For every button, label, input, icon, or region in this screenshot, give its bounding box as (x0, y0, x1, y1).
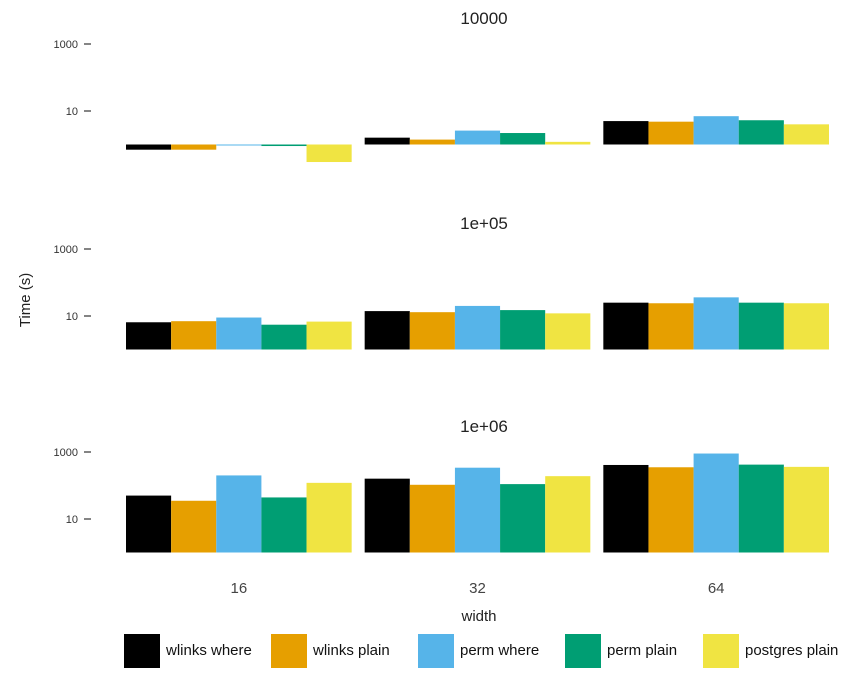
bar-perm-plain-16 (261, 324, 307, 350)
y-tick-label: 10 (66, 311, 78, 323)
bar-wlinks-plain-16 (171, 144, 217, 150)
bar-perm-where-16 (216, 317, 262, 350)
panel-title: 10000 (460, 9, 507, 28)
legend-label: perm plain (607, 642, 677, 659)
legend-item: perm where (418, 634, 539, 668)
legend-swatch (565, 634, 601, 668)
legend-label: wlinks plain (312, 642, 390, 659)
legend-item: postgres plain (703, 634, 838, 668)
y-tick-label: 1000 (54, 447, 78, 459)
bar-perm-where-16 (216, 475, 262, 553)
bar-wlinks-where-16 (126, 495, 172, 553)
legend-swatch (271, 634, 307, 668)
bar-postgres-plain-16 (306, 321, 352, 350)
legend-item: perm plain (565, 634, 677, 668)
panel-3: 1e+06 10 1000 (54, 417, 829, 553)
bar-postgres-plain-64 (783, 124, 829, 145)
bar-wlinks-plain-64 (648, 121, 694, 145)
y-tick-label: 10 (66, 514, 78, 526)
bar-wlinks-where-64 (603, 121, 649, 145)
panel-title: 1e+05 (460, 214, 508, 233)
legend-swatch (124, 634, 160, 668)
y-axis-title: Time (s) (17, 273, 34, 327)
panel-2: 1e+05 10 1000 (54, 214, 829, 350)
bar-postgres-plain-16 (306, 144, 352, 163)
panel-1: 10000 10 1000 (54, 9, 829, 163)
legend-swatch (418, 634, 454, 668)
bar-postgres-plain-64 (783, 303, 829, 350)
x-axis-title: width (460, 608, 496, 625)
bar-wlinks-where-32 (364, 478, 410, 553)
legend-label: wlinks where (165, 642, 252, 659)
bar-perm-plain-32 (500, 133, 546, 145)
bar-wlinks-where-16 (126, 144, 172, 150)
x-tick-label: 64 (708, 580, 725, 597)
bar-wlinks-where-64 (603, 302, 649, 350)
bar-wlinks-plain-64 (648, 303, 694, 350)
bar-perm-plain-64 (738, 464, 784, 553)
legend-item: wlinks where (124, 634, 252, 668)
bar-wlinks-plain-32 (409, 139, 455, 145)
bar-perm-plain-64 (738, 302, 784, 350)
bar-postgres-plain-32 (545, 476, 591, 553)
bar-wlinks-where-32 (364, 137, 410, 145)
bar-perm-where-64 (693, 297, 739, 350)
bar-postgres-plain-16 (306, 482, 352, 553)
bar-perm-plain-32 (500, 484, 546, 553)
bar-perm-plain-16 (261, 144, 307, 147)
bar-wlinks-where-16 (126, 322, 172, 350)
bar-perm-where-64 (693, 453, 739, 553)
x-tick-label: 32 (469, 580, 486, 597)
bar-wlinks-where-64 (603, 464, 649, 553)
panel-title: 1e+06 (460, 417, 508, 436)
bar-postgres-plain-64 (783, 466, 829, 553)
y-tick-label: 10 (66, 106, 78, 118)
bar-perm-plain-16 (261, 497, 307, 553)
x-tick-label: 16 (230, 580, 247, 597)
legend-label: postgres plain (745, 642, 838, 659)
bar-wlinks-plain-32 (409, 484, 455, 553)
bar-perm-plain-32 (500, 310, 546, 350)
bar-wlinks-where-32 (364, 311, 410, 350)
bar-wlinks-plain-16 (171, 500, 217, 553)
bar-perm-where-64 (693, 116, 739, 145)
bar-wlinks-plain-16 (171, 321, 217, 350)
bar-wlinks-plain-32 (409, 312, 455, 350)
bar-perm-where-32 (454, 305, 501, 350)
legend-label: perm where (460, 642, 539, 659)
bar-perm-plain-64 (738, 120, 784, 145)
legend-swatch (703, 634, 739, 668)
bar-perm-where-16 (216, 144, 262, 146)
bar-perm-where-32 (454, 130, 501, 145)
y-tick-label: 1000 (54, 39, 78, 51)
legend-item: wlinks plain (271, 634, 390, 668)
y-tick-label: 1000 (54, 244, 78, 256)
bar-postgres-plain-32 (545, 313, 591, 350)
bar-wlinks-plain-64 (648, 467, 694, 553)
bar-perm-where-32 (454, 467, 501, 553)
bar-postgres-plain-32 (545, 141, 591, 145)
